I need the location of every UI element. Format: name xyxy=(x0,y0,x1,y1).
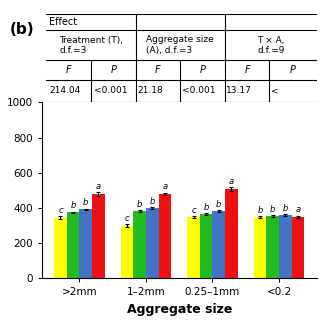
Text: b: b xyxy=(283,204,288,213)
Text: b: b xyxy=(83,198,88,207)
Text: <0.001: <0.001 xyxy=(182,86,215,95)
Text: 214.04: 214.04 xyxy=(49,86,80,95)
Text: Treatment (T),
d.f.=3: Treatment (T), d.f.=3 xyxy=(59,36,123,55)
Text: P: P xyxy=(110,65,116,75)
Bar xyxy=(279,215,292,278)
Text: b: b xyxy=(216,200,221,209)
Text: a: a xyxy=(96,182,101,191)
Bar xyxy=(92,194,105,278)
Bar xyxy=(79,209,92,278)
Bar xyxy=(133,211,146,278)
Text: P: P xyxy=(200,65,205,75)
Bar xyxy=(159,194,171,278)
Bar xyxy=(146,208,159,278)
Bar xyxy=(212,211,225,278)
Text: b: b xyxy=(257,205,263,214)
Bar xyxy=(225,189,238,278)
Text: Aggregate size
(A), d.f.=3: Aggregate size (A), d.f.=3 xyxy=(146,36,214,55)
Text: P: P xyxy=(290,65,296,75)
Text: 13.17: 13.17 xyxy=(226,86,252,95)
Text: F: F xyxy=(155,65,161,75)
Text: <0.001: <0.001 xyxy=(94,86,127,95)
Text: b: b xyxy=(137,200,142,209)
Text: b: b xyxy=(270,205,276,214)
Text: F: F xyxy=(66,65,72,75)
Text: F: F xyxy=(244,65,250,75)
Text: T × A,
d.f.=9: T × A, d.f.=9 xyxy=(257,36,284,55)
Text: Effect: Effect xyxy=(49,17,77,27)
Bar xyxy=(254,217,266,278)
Text: a: a xyxy=(229,177,234,186)
Bar xyxy=(187,217,200,278)
Text: b: b xyxy=(149,197,155,206)
Bar xyxy=(54,218,67,278)
Bar xyxy=(121,226,133,278)
Text: c: c xyxy=(191,206,196,215)
Text: 21.18: 21.18 xyxy=(137,86,163,95)
Text: a: a xyxy=(162,182,167,191)
Text: b: b xyxy=(204,203,209,212)
Bar xyxy=(67,212,79,278)
X-axis label: Aggregate size: Aggregate size xyxy=(126,303,232,316)
Text: b: b xyxy=(70,201,76,210)
Bar xyxy=(292,217,304,278)
Text: c: c xyxy=(58,206,63,215)
Bar xyxy=(200,214,212,278)
Text: c: c xyxy=(125,214,129,223)
Text: (b): (b) xyxy=(10,22,34,37)
Bar xyxy=(266,216,279,278)
Text: <: < xyxy=(271,86,278,95)
Text: a: a xyxy=(295,205,300,214)
